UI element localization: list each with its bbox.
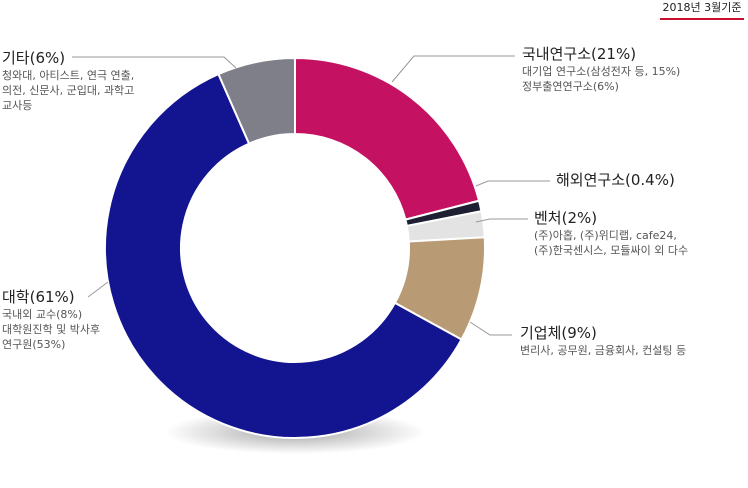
slice-domestic-lab xyxy=(294,56,481,221)
slice-university xyxy=(104,72,463,439)
leader-line xyxy=(72,56,237,69)
slice-detail: 대학원진학 및 박사후 xyxy=(2,323,101,336)
leader-line xyxy=(475,218,528,223)
slice-detail: 국내외 교수(8%) xyxy=(2,308,83,321)
slice-detail: 교사등 xyxy=(2,99,33,112)
leader-line xyxy=(87,281,109,298)
slice-label: 해외연구소(0.4%) xyxy=(556,171,675,189)
slice-label: 벤처(2%) xyxy=(534,209,598,227)
slice-detail: 의전, 신문사, 군입대, 과학고 xyxy=(2,84,135,97)
date-note: 2018년 3월기준 xyxy=(660,0,744,20)
slice-detail: 대기업 연구소(삼성전자 등, 15%) xyxy=(522,65,681,78)
slice-other xyxy=(217,56,296,145)
slice-detail: 연구원(53%) xyxy=(2,338,66,351)
leader-line xyxy=(469,321,512,336)
slice-detail: (주)아홉, (주)위디랩, cafe24, xyxy=(534,229,677,242)
label-university: 대학(61%) 국내외 교수(8%) 대학원진학 및 박사후 연구원(53%) xyxy=(2,287,100,352)
leader-line xyxy=(391,55,515,83)
label-company: 기업체(9%) 변리사, 공무원, 금융회사, 컨설팅 등 xyxy=(520,323,686,358)
date-note-text: 2018년 3월기준 xyxy=(662,1,742,14)
label-other: 기타(6%) 청와대, 아티스트, 연극 연출, 의전, 신문사, 군입대, 과… xyxy=(2,48,134,113)
label-overseas-lab: 해외연구소(0.4%) xyxy=(556,170,675,190)
date-note-rule xyxy=(660,18,744,20)
label-venture: 벤처(2%) (주)아홉, (주)위디랩, cafe24, (주)한국센시스, … xyxy=(534,208,688,258)
slice-detail: 변리사, 공무원, 금융회사, 컨설팅 등 xyxy=(520,344,687,357)
slice-detail: 청와대, 아티스트, 연극 연출, xyxy=(2,69,135,82)
slice-label: 국내연구소(21%) xyxy=(522,45,637,63)
slice-label: 기타(6%) xyxy=(2,49,66,67)
slice-label: 대학(61%) xyxy=(2,288,75,306)
label-domestic-lab: 국내연구소(21%) 대기업 연구소(삼성전자 등, 15%) 정부출연연구소(… xyxy=(522,44,680,94)
slice-label: 기업체(9%) xyxy=(520,324,597,342)
slice-detail: (주)한국센시스, 모듈싸이 외 다수 xyxy=(534,244,689,257)
leader-line xyxy=(475,180,550,187)
slice-detail: 정부출연연구소(6%) xyxy=(522,80,619,93)
